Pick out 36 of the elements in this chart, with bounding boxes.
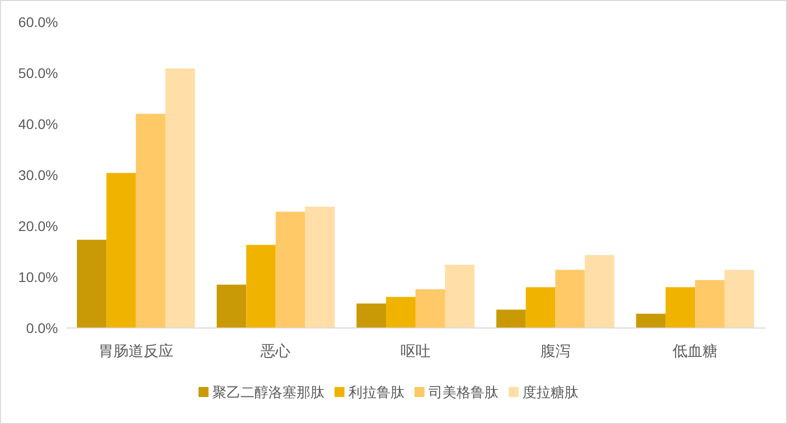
legend-label: 聚乙二醇洛塞那肽 <box>212 384 324 400</box>
legend-label: 利拉鲁肽 <box>348 384 404 400</box>
y-tick-label: 10.0% <box>18 268 58 285</box>
y-tick-label: 60.0% <box>18 14 58 30</box>
bar <box>695 280 725 328</box>
y-tick-label: 30.0% <box>18 166 58 183</box>
bar <box>305 206 335 328</box>
bar <box>584 255 614 328</box>
x-tick-label: 低血糖 <box>672 343 718 360</box>
bar <box>526 287 556 328</box>
bar <box>76 240 106 328</box>
x-tick-label: 腹泻 <box>540 343 570 360</box>
bar <box>666 287 696 328</box>
bar <box>386 296 416 328</box>
bar <box>216 284 246 328</box>
y-tick-label: 40.0% <box>18 116 58 132</box>
bar <box>496 310 526 328</box>
bar <box>636 314 666 328</box>
bar <box>246 244 276 328</box>
x-tick-label: 胃肠道反应 <box>98 343 174 360</box>
x-tick-label: 恶心 <box>260 343 291 360</box>
y-tick-label: 0.0% <box>26 320 58 336</box>
bar <box>416 289 445 328</box>
x-tick-label: 呕吐 <box>400 343 430 360</box>
bar <box>136 114 166 328</box>
bar <box>165 68 195 328</box>
bar <box>555 270 585 328</box>
legend-label: 司美格鲁肽 <box>428 384 498 400</box>
bar <box>356 304 386 328</box>
bar <box>445 264 474 328</box>
legend-label: 度拉糖肽 <box>522 384 578 400</box>
bar <box>106 172 136 328</box>
y-tick-label: 20.0% <box>18 218 58 234</box>
bar <box>276 212 306 328</box>
y-tick-label: 50.0% <box>18 64 58 81</box>
bar <box>724 270 754 328</box>
